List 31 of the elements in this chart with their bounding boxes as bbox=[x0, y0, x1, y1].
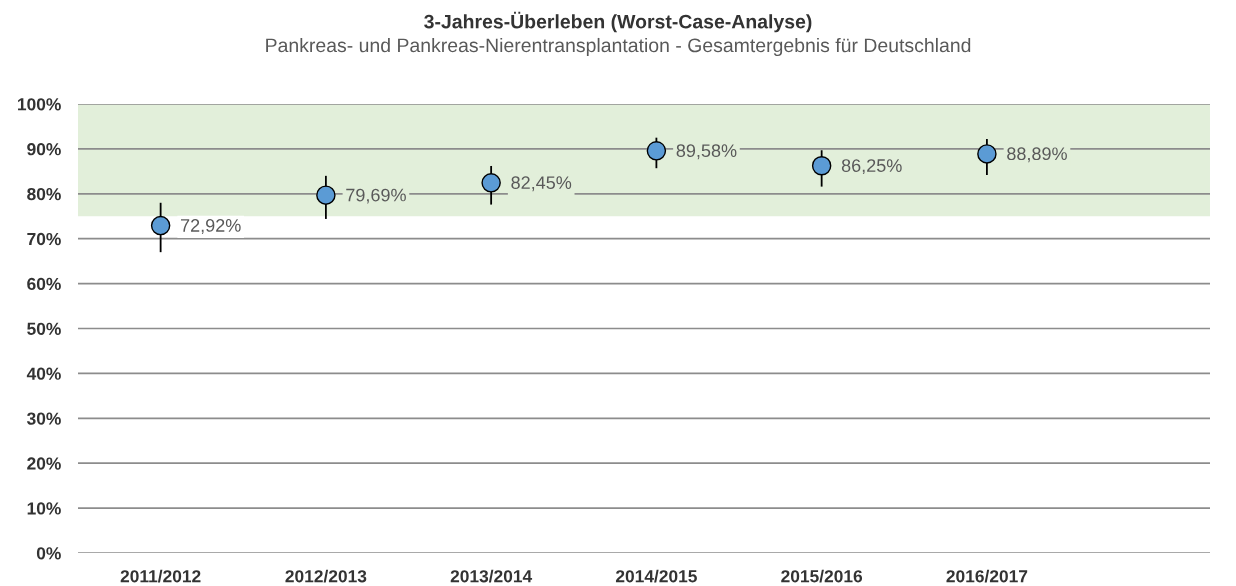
y-tick-label: 50% bbox=[27, 322, 61, 335]
y-tick-label: 90% bbox=[27, 143, 61, 156]
data-label: 88,89% bbox=[1007, 147, 1067, 163]
y-tick-label: 100% bbox=[18, 98, 61, 111]
x-tick-label: 2011/2012 bbox=[120, 569, 201, 583]
y-tick-label: 0% bbox=[36, 547, 61, 560]
y-tick-label: 10% bbox=[27, 502, 61, 515]
x-tick-label: 2015/2016 bbox=[781, 569, 863, 583]
y-tick-label: 70% bbox=[27, 232, 61, 246]
chart-subtitle: Pankreas- und Pankreas-Nierentransplantation - Gesamtergebnis für Deutschland bbox=[266, 37, 971, 57]
point bbox=[481, 173, 501, 193]
x-tick-label: 2013/2014 bbox=[450, 569, 533, 583]
x-tick-label: 2012/2013 bbox=[285, 569, 367, 583]
y-tick-label: 20% bbox=[27, 457, 61, 470]
data-label: 89,58% bbox=[676, 144, 737, 160]
y-tick-label: 60% bbox=[27, 277, 61, 291]
point bbox=[811, 155, 832, 176]
point bbox=[646, 141, 667, 161]
data-label: 82,45% bbox=[511, 176, 572, 192]
point bbox=[316, 185, 336, 205]
point bbox=[150, 215, 171, 236]
x-tick-label: 2016/2017 bbox=[946, 569, 1028, 583]
data-label: 79,69% bbox=[346, 188, 406, 204]
data-label: 72,92% bbox=[181, 219, 241, 234]
y-tick-label: 40% bbox=[26, 367, 61, 380]
y-tick-label: 30% bbox=[26, 412, 61, 425]
y-tick-label: 80% bbox=[27, 187, 61, 201]
point bbox=[977, 144, 997, 164]
x-tick-label: 2014/2015 bbox=[615, 569, 697, 583]
chart-title: 3-Jahres-Überleben (Worst-Case-Analyse) bbox=[424, 11, 812, 33]
data-label: 86,25% bbox=[841, 159, 902, 175]
